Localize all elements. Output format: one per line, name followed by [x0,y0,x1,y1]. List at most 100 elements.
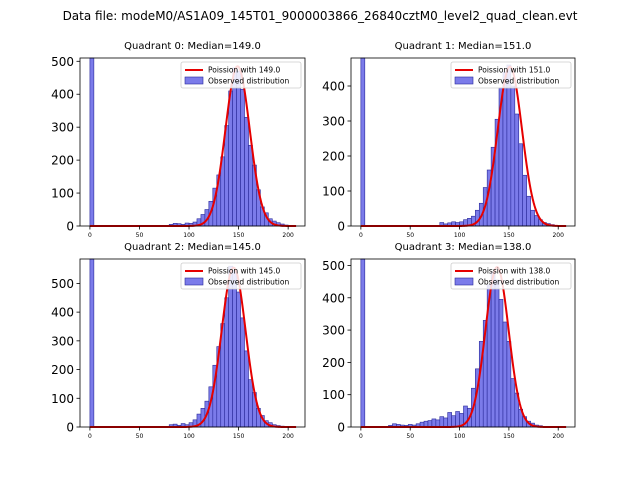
legend-curve-label-3: Poission with 138.0 [478,267,551,276]
bar-0-21 [248,144,253,227]
bar-3-31 [506,341,512,428]
figure-title: Data file: modeM0/AS1A09_145T01_90000038… [63,9,578,23]
ytick-label-1-0: 0 [337,220,345,234]
ytick-label-0-1: 100 [51,187,74,201]
legend-box-3 [450,262,572,290]
bar-2-20 [244,350,249,428]
bar-2-17 [232,270,237,428]
chart-panel-0: Quadrant 0: Median=149.00100200300400500… [51,41,306,239]
legend-2: Poission with 145.0 Observed distribution [180,262,302,290]
panel-title-0: Quadrant 0: Median=149.0 [124,41,261,52]
axes-frame-0 [79,57,306,227]
ytick-label-2-0: 0 [66,421,74,435]
bar-3-32 [510,378,516,428]
xtick-label-1-3: 150 [503,232,515,239]
bar-1-23 [526,195,531,227]
ytick-label-0-5: 500 [51,55,74,69]
xtick-label-1-4: 200 [552,232,564,239]
axes-frame-1 [350,57,576,227]
bar-3-30 [502,321,508,428]
xtick-label-3-2: 100 [454,433,466,440]
chart-panel-1: Quadrant 1: Median=151.0 0 100 200 300 400 0 50… [322,41,576,239]
legend-box-1 [450,61,572,89]
bar-1-22 [522,174,527,227]
xtick-label-1-1: 50 [406,232,414,239]
bar-2-18 [236,291,241,428]
bar-2-21 [248,379,253,428]
ytick-label-3-5: 500 [322,259,345,273]
bar-0-16 [228,90,233,227]
ytick-label-1-2: 200 [322,150,345,164]
ytick-label-3-3: 300 [322,324,345,338]
panel-title-2: Quadrant 2: Median=145.0 [124,242,261,253]
ytick-label-1-3: 300 [322,115,345,129]
xtick-label-0-1: 50 [136,232,144,239]
xtick-label-1-2: 100 [454,232,466,239]
xtick-label-2-3: 150 [233,433,245,440]
ytick-label-3-0: 0 [337,421,345,435]
legend-bar-label-1: Observed distribution [478,77,559,86]
xtick-label-2-0: 0 [88,433,92,440]
legend-bar-swatch-2 [184,277,204,286]
bar-3-29 [498,299,504,428]
bar-2-19 [240,317,245,428]
xtick-label-2-1: 50 [136,433,144,440]
bar-3-15 [443,417,449,428]
panel-title-3: Quadrant 3: Median=138.0 [395,242,532,253]
ytick-label-0-3: 300 [51,121,74,135]
ytick-label-3-4: 400 [322,291,345,305]
bar-1-21 [518,143,524,227]
legend-bar-swatch-1 [454,76,474,85]
bar-2-0 [89,258,95,428]
legend-3: Poission with 138.0 Observed distribution [450,262,572,290]
panel-title-1: Quadrant 1: Median=151.0 [395,41,532,52]
legend-box-2 [180,262,302,290]
xtick-label-0-3: 150 [233,232,245,239]
ytick-label-1-1: 100 [322,185,345,199]
bar-3-13 [435,419,441,428]
ytick-label-0-0: 0 [66,220,74,234]
bar-0-0 [89,57,95,227]
bar-1-19 [510,85,516,227]
bar-3-16 [447,412,452,428]
ytick-label-2-3: 300 [51,334,74,348]
xtick-label-3-0: 0 [359,433,363,440]
xtick-label-3-4: 200 [552,433,564,440]
bar-3-12 [431,418,437,428]
legend-curve-label-1: Poission with 151.0 [478,66,551,75]
bar-3-28 [494,279,500,428]
legend-bar-swatch-0 [184,76,204,85]
ytick-label-2-5: 500 [51,277,74,291]
ytick-label-1-4: 400 [322,80,345,94]
bar-1-24 [530,209,535,227]
ytick-label-3-2: 200 [322,356,345,370]
bar-2-15 [224,297,229,428]
bar-2-16 [228,265,233,428]
axes-frame-3 [350,258,576,428]
xtick-label-3-1: 50 [406,433,414,440]
xtick-label-1-0: 0 [359,232,363,239]
poisson-curve-1 [360,65,567,227]
xtick-label-0-0: 0 [88,232,92,239]
bar-0-17 [232,67,237,227]
legend-bar-label-3: Observed distribution [478,278,559,287]
legend-box-0 [180,61,302,89]
bar-0-15 [224,125,229,227]
ytick-label-0-2: 200 [51,154,74,168]
bar-1-18 [506,64,512,227]
xtick-label-0-4: 200 [282,232,294,239]
bar-3-18 [455,411,460,428]
bar-1-20 [514,113,520,227]
ytick-label-2-1: 100 [51,392,74,406]
poisson-curve-0 [89,65,297,227]
legend-curve-label-0: Poission with 149.0 [208,66,281,75]
bar-0-20 [244,116,249,227]
legend-0: Poission with 149.0 Observed distribution [180,61,302,89]
legend-bar-label-2: Observed distribution [208,278,289,287]
bar-0-19 [240,88,245,227]
bar-1-17 [502,71,508,227]
bar-3-14 [439,416,445,428]
chart-panel-2: Quadrant 2: Median=145.00100200300400500… [51,242,306,440]
bar-0-18 [236,70,241,227]
